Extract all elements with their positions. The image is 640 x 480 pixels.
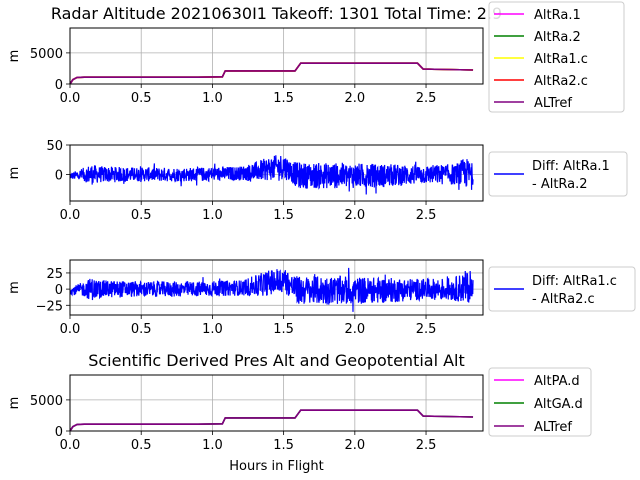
series-line-altga-d bbox=[69, 409, 474, 432]
series-line-altra1-c bbox=[69, 62, 474, 85]
x-tick-label: 0.0 bbox=[60, 91, 81, 106]
x-tick-label: 1.0 bbox=[202, 438, 223, 453]
x-tick-label: 0.5 bbox=[131, 91, 152, 106]
axes-frame bbox=[69, 374, 484, 432]
x-axis-label: Hours in Flight bbox=[229, 459, 324, 474]
x-tick-label: 0.0 bbox=[60, 208, 81, 223]
y-axis-label: m bbox=[7, 281, 22, 294]
x-tick-label: 1.0 bbox=[202, 208, 223, 223]
series-line-altra-2 bbox=[69, 62, 474, 85]
legend-box bbox=[488, 266, 636, 312]
x-tick-label: 2.5 bbox=[416, 322, 437, 337]
legend-label-continued: - AltRa2.c bbox=[532, 292, 595, 307]
y-axis-label: m bbox=[7, 50, 22, 63]
legend-label-continued: - AltRa.2 bbox=[532, 177, 588, 192]
legend-label: AltRa.2 bbox=[534, 30, 581, 45]
x-tick-label: 1.0 bbox=[202, 91, 223, 106]
x-tick-label: 0.0 bbox=[60, 438, 81, 453]
legend-label: ALTref bbox=[534, 96, 572, 111]
legend-label: AltRa2.c bbox=[534, 74, 588, 89]
y-tick-label: 0 bbox=[55, 78, 63, 93]
legend-label: AltGA.d bbox=[534, 397, 583, 412]
y-axis-label: m bbox=[7, 167, 22, 180]
x-tick-label: 2.5 bbox=[416, 208, 437, 223]
panel-radar-altitude: 0.0 0.5 1.0 1.5 2.0 2.5 0 5000 Radar Altitude 20… bbox=[7, 1, 625, 113]
x-tick-label: 1.5 bbox=[273, 91, 294, 106]
x-tick-label: 2.0 bbox=[344, 91, 365, 106]
series-line-altpa-d bbox=[69, 409, 474, 432]
series-line-diff bbox=[69, 155, 474, 195]
series-line-altra-1 bbox=[69, 62, 474, 85]
axes-frame bbox=[69, 144, 484, 202]
x-tick-label: 2.0 bbox=[344, 438, 365, 453]
chart-title: Radar Altitude 20210630I1 Takeoff: 1301 … bbox=[51, 4, 502, 23]
y-tick-label: 0 bbox=[55, 283, 63, 298]
axes-frame bbox=[69, 259, 484, 316]
y-tick-label: 50 bbox=[46, 139, 63, 154]
panel-diff-altra: 0.0 0.5 1.0 1.5 2.0 2.5 0 50 m Diff: AltRa.1 - Alt… bbox=[7, 139, 628, 223]
series-line-diff bbox=[69, 267, 474, 312]
legend-box bbox=[488, 151, 628, 197]
y-tick-label: 0 bbox=[55, 168, 63, 183]
y-axis-label: m bbox=[7, 397, 22, 410]
x-tick-label: 2.0 bbox=[344, 208, 365, 223]
x-tick-label: 1.0 bbox=[202, 322, 223, 337]
legend-box bbox=[488, 1, 625, 113]
y-tick-label: 5000 bbox=[30, 394, 63, 409]
x-tick-label: 1.5 bbox=[273, 438, 294, 453]
y-tick-label: 0 bbox=[55, 425, 63, 440]
x-tick-label: 2.5 bbox=[416, 91, 437, 106]
axes-frame bbox=[69, 27, 484, 85]
legend-label: AltRa1.c bbox=[534, 52, 588, 67]
legend-label: AltRa.1 bbox=[534, 8, 581, 23]
panel-derived-altitudes: 0.0 0.5 1.0 1.5 2.0 2.5 0 5000 Scientific Derive… bbox=[7, 351, 592, 474]
series-line-altref bbox=[69, 62, 474, 85]
series-line-altref bbox=[69, 409, 474, 432]
x-tick-label: 0.5 bbox=[131, 208, 152, 223]
legend-label: ALTref bbox=[534, 420, 572, 435]
x-tick-label: 2.5 bbox=[416, 438, 437, 453]
x-tick-label: 0.5 bbox=[131, 438, 152, 453]
x-tick-label: 2.0 bbox=[344, 322, 365, 337]
x-tick-label: 0.5 bbox=[131, 322, 152, 337]
x-tick-label: 0.0 bbox=[60, 322, 81, 337]
legend-label: Diff: AltRa.1 bbox=[532, 159, 610, 174]
y-tick-label: −25 bbox=[36, 299, 63, 314]
legend-label: AltPA.d bbox=[534, 374, 580, 389]
x-tick-label: 1.5 bbox=[273, 322, 294, 337]
series-line-altra2-c bbox=[69, 62, 474, 85]
y-tick-label: 25 bbox=[46, 267, 63, 282]
x-tick-label: 1.5 bbox=[273, 208, 294, 223]
legend-label: Diff: AltRa1.c bbox=[532, 274, 617, 289]
chart-title: Scientific Derived Pres Alt and Geopoten… bbox=[88, 351, 465, 370]
legend-box bbox=[488, 367, 592, 437]
y-tick-label: 5000 bbox=[30, 47, 63, 62]
